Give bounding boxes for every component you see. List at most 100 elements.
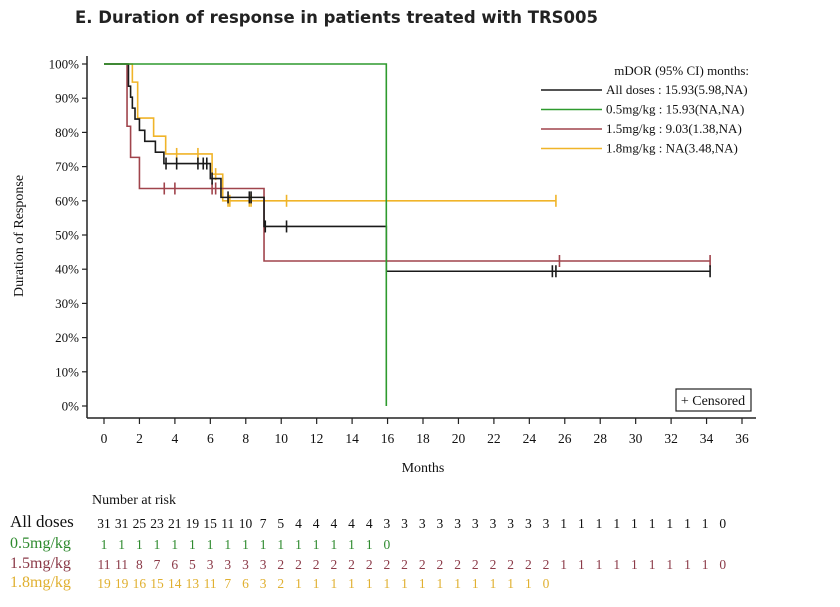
- risk-count: 3: [242, 557, 249, 572]
- x-tick-label: 24: [523, 431, 537, 446]
- risk-count: 1: [295, 576, 302, 591]
- risk-count: 1: [224, 537, 232, 552]
- risk-count: 1: [595, 516, 603, 531]
- risk-count: 1: [648, 557, 656, 572]
- risk-count: 3: [489, 516, 497, 531]
- risk-count: 2: [348, 557, 355, 572]
- risk-count: 11: [221, 516, 235, 531]
- y-tick-label: 10%: [55, 364, 79, 379]
- risk-row-label: 1.5mg/kg: [10, 555, 71, 572]
- risk-count: 2: [454, 557, 461, 572]
- risk-count: 7: [259, 516, 267, 531]
- x-tick-label: 20: [452, 431, 466, 446]
- x-tick-label: 4: [172, 431, 179, 446]
- x-tick-label: 32: [664, 431, 678, 446]
- x-tick-label: 26: [558, 431, 572, 446]
- risk-count: 3: [401, 516, 408, 531]
- risk-count: 25: [132, 516, 147, 531]
- x-tick-label: 16: [381, 431, 395, 446]
- risk-count: 2: [277, 557, 285, 572]
- risk-row-label: All doses: [10, 512, 74, 531]
- y-tick-label: 30%: [55, 296, 79, 311]
- risk-count: 1: [613, 557, 621, 572]
- risk-count: 1: [701, 516, 709, 531]
- risk-count: 2: [489, 557, 497, 572]
- risk-count: 1: [436, 576, 444, 591]
- risk-count: 1: [684, 516, 691, 531]
- legend-entry-label: 0.5mg/kg : 15.93(NA,NA): [606, 102, 744, 117]
- risk-count: 4: [295, 516, 302, 531]
- risk-count: 6: [171, 557, 179, 572]
- risk-count: 1: [560, 516, 568, 531]
- risk-count: 15: [203, 516, 217, 531]
- risk-count: 3: [454, 516, 461, 531]
- y-tick-label: 80%: [55, 125, 79, 140]
- x-tick-label: 30: [629, 431, 643, 446]
- risk-count: 1: [701, 557, 709, 572]
- risk-count: 1: [613, 516, 621, 531]
- risk-count: 19: [114, 576, 129, 591]
- x-tick-label: 28: [593, 431, 607, 446]
- y-tick-label: 60%: [55, 193, 79, 208]
- risk-count: 2: [401, 557, 408, 572]
- risk-count: 1: [560, 557, 568, 572]
- risk-count: 1: [153, 537, 161, 552]
- risk-row-label: 0.5mg/kg: [10, 535, 71, 552]
- risk-count: 5: [189, 557, 196, 572]
- risk-count: 3: [206, 557, 214, 572]
- risk-count: 3: [259, 576, 267, 591]
- x-axis-label: Months: [402, 461, 445, 476]
- risk-count: 4: [312, 516, 320, 531]
- risk-count: 0: [719, 516, 727, 531]
- risk-count: 1: [648, 516, 656, 531]
- risk-count: 16: [132, 576, 147, 591]
- risk-count: 2: [277, 576, 285, 591]
- risk-count: 13: [185, 576, 200, 591]
- y-tick-label: 70%: [55, 159, 79, 174]
- chart-title: E. Duration of response in patients trea…: [75, 8, 598, 27]
- risk-count: 1: [189, 537, 196, 552]
- risk-count: 0: [542, 576, 550, 591]
- x-tick-label: 18: [416, 431, 430, 446]
- risk-count: 11: [115, 557, 129, 572]
- legend-entry-label: 1.8mg/kg : NA(3.48,NA): [606, 141, 738, 156]
- x-tick-label: 34: [700, 431, 714, 446]
- y-tick-label: 0%: [62, 399, 80, 414]
- risk-count: 7: [153, 557, 161, 572]
- x-tick-label: 8: [242, 431, 249, 446]
- risk-count: 1: [631, 557, 638, 572]
- risk-count: 2: [436, 557, 444, 572]
- risk-count: 2: [312, 557, 320, 572]
- risk-count: 1: [242, 537, 249, 552]
- risk-count: 2: [365, 557, 373, 572]
- x-tick-label: 2: [136, 431, 143, 446]
- risk-count: 31: [97, 516, 111, 531]
- risk-count: 1: [577, 516, 585, 531]
- risk-count: 3: [383, 516, 391, 531]
- legend-entry-label: All doses : 15.93(5.98,NA): [606, 82, 748, 97]
- risk-count: 1: [312, 576, 320, 591]
- risk-count: 11: [97, 557, 111, 572]
- risk-count: 2: [383, 557, 391, 572]
- x-tick-label: 6: [207, 431, 214, 446]
- risk-count: 6: [242, 576, 249, 591]
- risk-count: 23: [150, 516, 164, 531]
- risk-count: 2: [542, 557, 550, 572]
- risk-count: 3: [542, 516, 550, 531]
- y-tick-label: 50%: [55, 228, 79, 243]
- risk-count: 1: [489, 576, 497, 591]
- risk-count: 5: [277, 516, 285, 531]
- risk-count: 1: [295, 537, 302, 552]
- risk-count: 1: [348, 537, 355, 552]
- risk-count: 3: [224, 557, 232, 572]
- risk-count: 2: [418, 557, 426, 572]
- risk-count: 19: [185, 516, 200, 531]
- risk-count: 1: [577, 557, 585, 572]
- series-line-0-5mg-kg: [104, 63, 388, 406]
- risk-count: 1: [348, 576, 355, 591]
- x-tick-label: 0: [101, 431, 108, 446]
- risk-count: 4: [348, 516, 355, 531]
- censored-legend-label: + Censored: [681, 394, 745, 409]
- risk-count: 1: [418, 576, 426, 591]
- risk-count: 0: [383, 537, 391, 552]
